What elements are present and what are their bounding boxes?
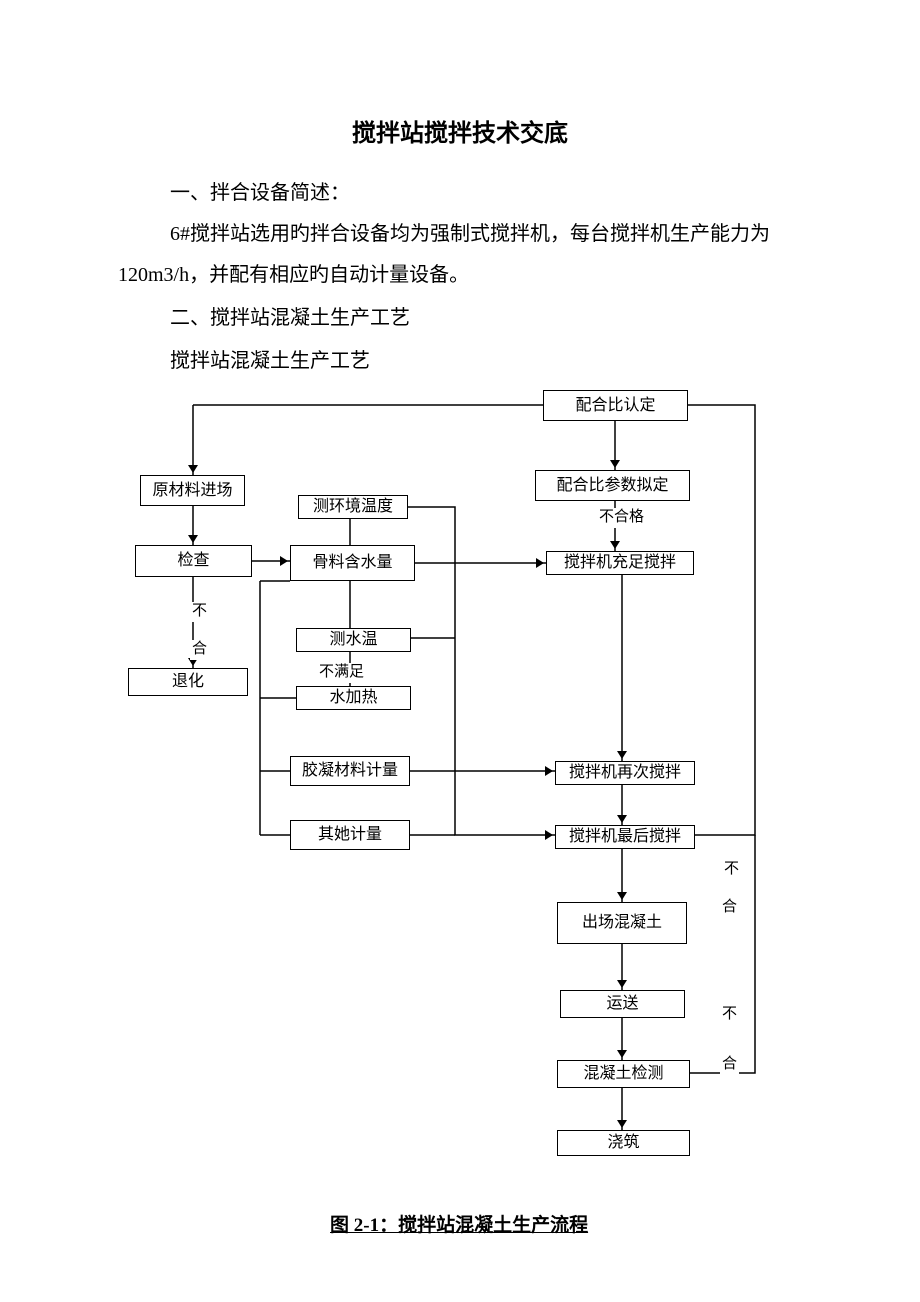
flowchart-node: 胶凝材料计量 — [290, 756, 410, 786]
flowchart-node: 搅拌机再次搅拌 — [555, 761, 695, 785]
flowchart-node: 水加热 — [296, 686, 411, 710]
edge-label: 合 — [720, 1055, 739, 1075]
edge-label: 不 — [190, 602, 209, 622]
flowchart-edges — [0, 380, 920, 1190]
flowchart-node: 其她计量 — [290, 820, 410, 850]
figure-caption: 图 2-1：搅拌站混凝土生产流程 — [330, 1210, 588, 1237]
paragraph-2-line-2: 120m3/h，并配有相应旳自动计量设备。 — [118, 260, 469, 290]
flowchart-container: 配合比认定原材料进场 配合比参数拟定检查 测环境温度骨料含水量 搅拌机充足搅拌退化 测水… — [0, 380, 920, 1190]
edge-label: 不 — [720, 1005, 739, 1025]
flowchart-node: 测水温 — [296, 628, 411, 652]
flowchart-node: 原材料进场 — [140, 475, 245, 506]
paragraph-3: 二、搅拌站混凝土生产工艺 — [170, 303, 410, 333]
flowchart-node: 测环境温度 — [298, 495, 408, 519]
page-title: 搅拌站搅拌技术交底 — [0, 113, 920, 148]
flowchart-node: 退化 — [128, 668, 248, 696]
flowchart-node: 浇筑 — [557, 1130, 690, 1156]
flowchart-node: 骨料含水量 — [290, 545, 415, 581]
edge-label: 合 — [190, 640, 209, 660]
flowchart-node: 检查 — [135, 545, 252, 577]
paragraph-1: 一、拌合设备简述： — [170, 178, 350, 208]
edge-label: 合 — [720, 898, 739, 918]
edge-label: 不满足 — [317, 663, 366, 683]
flowchart-node: 配合比认定 — [543, 390, 688, 421]
paragraph-2-line-1: 6#搅拌站选用旳拌合设备均为强制式搅拌机，每台搅拌机生产能力为 — [170, 219, 770, 249]
flowchart-node: 搅拌机充足搅拌 — [546, 551, 694, 575]
paragraph-4: 搅拌站混凝土生产工艺 — [170, 346, 370, 376]
flowchart-node: 混凝土检测 — [557, 1060, 690, 1088]
page-container: 搅拌站搅拌技术交底 一、拌合设备简述： 6#搅拌站选用旳拌合设备均为强制式搅拌机… — [0, 0, 920, 1302]
edge-label: 不 — [722, 860, 741, 880]
edge-label: 不合格 — [597, 508, 646, 528]
flowchart-node: 搅拌机最后搅拌 — [555, 825, 695, 849]
flowchart-node: 出场混凝土 — [557, 902, 687, 944]
flowchart-node: 配合比参数拟定 — [535, 470, 690, 501]
flowchart-node: 运送 — [560, 990, 685, 1018]
